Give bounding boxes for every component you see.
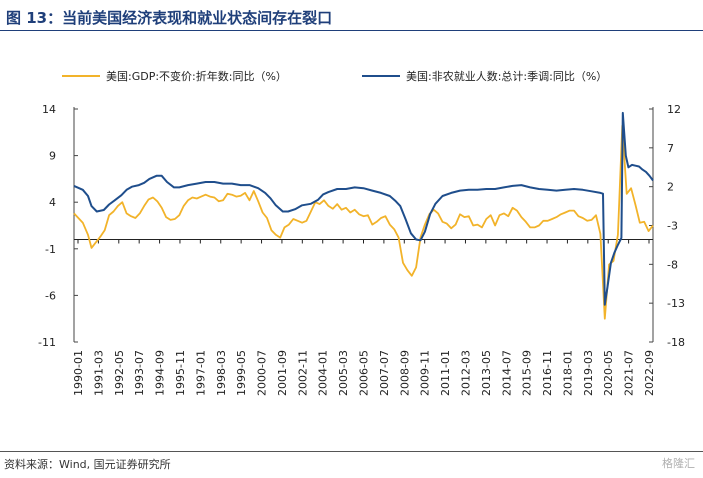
watermark-text: 格隆汇 — [662, 457, 695, 470]
x-tick-label: 2000-07 — [256, 350, 269, 396]
series-line-2 — [73, 111, 654, 306]
x-tick-label: 2005-03 — [337, 350, 350, 396]
left-tick-label: -6 — [45, 289, 56, 302]
right-tick-label: -8 — [667, 258, 678, 271]
title-divider — [0, 30, 703, 31]
left-tick-label: 14 — [42, 103, 56, 116]
x-tick-label: 2015-09 — [521, 350, 534, 396]
series-line-1 — [73, 124, 654, 320]
x-tick-label: 1998-03 — [215, 350, 228, 396]
chart-canvas: 美国:GDP:不变价:折年数:同比（%） 美国:非农就业人数:总计:季调:同比（%… — [38, 69, 685, 396]
right-tick-label: 2 — [667, 181, 674, 194]
source-note: 资料来源：Wind, 国元证券研究所 — [4, 458, 171, 471]
left-tick-label: 4 — [49, 196, 56, 209]
x-tick-label: 2021-07 — [623, 350, 636, 396]
figure-title: 图 13：当前美国经济表现和就业状态间存在裂口 — [6, 9, 333, 27]
x-tick-label: 1991-03 — [92, 350, 105, 396]
x-tick-label: 2011-01 — [439, 350, 452, 396]
x-tick-label: 2016-11 — [541, 350, 554, 396]
chart-legend: 美国:GDP:不变价:折年数:同比（%） 美国:非农就业人数:总计:季调:同比（%… — [62, 69, 607, 83]
x-tick-label: 2019-03 — [582, 350, 595, 396]
right-tick-label: -3 — [667, 220, 678, 233]
legend-label-2: 美国:非农就业人数:总计:季调:同比（%） — [406, 69, 607, 83]
x-tick-label: 2001-09 — [276, 350, 289, 396]
x-tick-label: 2013-05 — [480, 350, 493, 396]
x-tick-label: 2007-07 — [378, 350, 391, 396]
x-tick-label: 1993-07 — [133, 350, 146, 396]
right-y-axis: -18 -13 -8 -3 2 7 12 — [649, 103, 685, 349]
series-lines — [73, 111, 654, 320]
x-tick-label: 1999-05 — [235, 350, 248, 396]
x-tick-label: 2014-07 — [500, 350, 513, 396]
x-tick-label: 1994-09 — [154, 350, 167, 396]
x-tick-label: 2002-11 — [296, 350, 309, 396]
x-tick-label: 1990-01 — [72, 350, 85, 396]
x-tick-label: 1997-01 — [194, 350, 207, 396]
x-tick-label: 2009-11 — [419, 350, 432, 396]
right-tick-label: -18 — [667, 336, 685, 349]
x-tick-label: 2022-09 — [643, 350, 656, 396]
left-tick-label: -11 — [38, 336, 56, 349]
footer-divider — [0, 451, 703, 452]
x-tick-label: 2012-03 — [459, 350, 472, 396]
x-tick-label: 1995-11 — [174, 350, 187, 396]
x-tick-label: 2008-09 — [398, 350, 411, 396]
right-tick-label: -13 — [667, 297, 685, 310]
right-tick-label: 7 — [667, 142, 674, 155]
right-tick-label: 12 — [667, 103, 681, 116]
left-tick-label: -1 — [45, 243, 56, 256]
x-tick-label: 2018-01 — [561, 350, 574, 396]
left-y-axis: -11 -6 -1 4 9 14 — [38, 103, 78, 349]
x-tick-label: 2006-05 — [358, 350, 371, 396]
x-axis: 1990-01 1991-03 1992-05 1993-07 1994-09 1995-… — [72, 238, 656, 396]
left-tick-label: 9 — [49, 150, 56, 163]
x-tick-label: 1992-05 — [113, 350, 126, 396]
x-tick-label: 2004-01 — [317, 350, 330, 396]
x-tick-label: 2020-05 — [602, 350, 615, 396]
legend-label-1: 美国:GDP:不变价:折年数:同比（%） — [106, 69, 287, 83]
